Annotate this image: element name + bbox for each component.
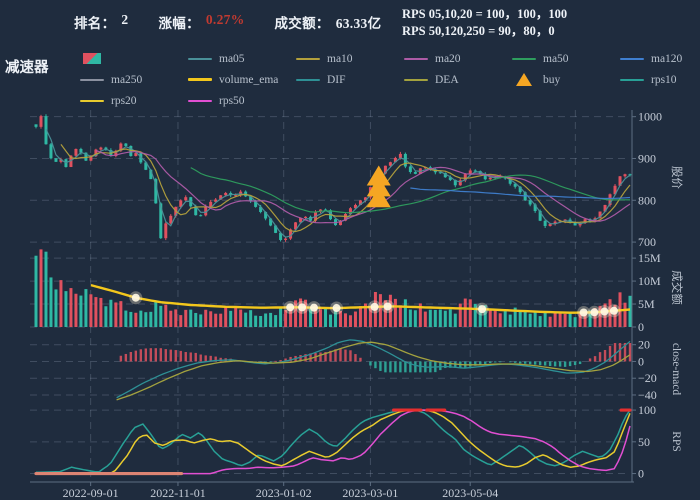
line-swatch-icon <box>620 57 644 60</box>
line-swatch-icon <box>404 57 428 60</box>
rps-summary-line2: RPS 50,120,250 = 90，80，0 <box>402 24 555 38</box>
legend-item-DEA: DEA <box>404 71 512 88</box>
legend-item-candlestick <box>80 50 188 67</box>
svg-text:2023-03-01: 2023-03-01 <box>342 486 398 500</box>
line-swatch-icon <box>188 78 212 81</box>
stock-name: 减速器 <box>5 60 49 76</box>
legend-label: volume_ema <box>219 73 279 86</box>
change-stat: 涨幅： 0.27% <box>158 12 244 32</box>
legend-item-rps50: rps50 <box>188 92 296 109</box>
turnover-value: 63.33亿 <box>335 16 382 31</box>
line-swatch-icon <box>296 57 320 60</box>
legend: ma05 ma10 ma20 ma50 ma120 ma250 volume_ema DIF D… <box>80 50 700 109</box>
turnover-label: 成交额： <box>274 16 330 31</box>
legend-label: ma50 <box>543 52 569 65</box>
svg-text:0: 0 <box>638 320 644 334</box>
svg-text:700: 700 <box>638 235 656 249</box>
legend-label: DIF <box>327 73 346 86</box>
legend-item-buy: buy <box>512 71 620 88</box>
line-swatch-icon <box>620 78 644 81</box>
legend-label: ma10 <box>327 52 353 65</box>
rps-summary: RPS 05,10,20 = 100，100，100 RPS 50,120,25… <box>402 6 567 40</box>
legend-item-rps20: rps20 <box>80 92 188 109</box>
svg-text:close-macd: close-macd <box>670 343 682 396</box>
svg-text:−40: −40 <box>638 388 657 402</box>
legend-label: rps50 <box>219 94 245 107</box>
svg-text:2022-09-01: 2022-09-01 <box>63 486 119 500</box>
legend-item-DIF: DIF <box>296 71 404 88</box>
change-value: 0.27% <box>205 12 245 27</box>
svg-text:2023-05-04: 2023-05-04 <box>442 486 498 500</box>
svg-text:900: 900 <box>638 151 656 165</box>
svg-text:0: 0 <box>638 354 644 368</box>
legend-item-ma10: ma10 <box>296 50 404 67</box>
svg-text:100: 100 <box>638 403 656 417</box>
legend-item-rps10: rps10 <box>620 71 700 88</box>
svg-text:10M: 10M <box>638 274 661 288</box>
svg-text:−20: −20 <box>638 371 657 385</box>
legend-label: ma250 <box>111 73 143 86</box>
legend-item-ma20: ma20 <box>404 50 512 67</box>
legend-label: rps10 <box>651 73 677 86</box>
svg-text:2022-11-01: 2022-11-01 <box>150 486 206 500</box>
svg-text:成交额: 成交额 <box>670 270 684 305</box>
svg-text:1000: 1000 <box>638 110 662 124</box>
header-stats: 排名： 2 涨幅： 0.27% 成交额： 63.33亿 <box>74 12 381 32</box>
change-label: 涨幅： <box>158 16 200 31</box>
line-swatch-icon <box>296 78 320 81</box>
legend-item-ma05: ma05 <box>188 50 296 67</box>
line-swatch-icon <box>404 78 428 81</box>
svg-text:800: 800 <box>638 193 656 207</box>
svg-text:RPS: RPS <box>670 431 682 451</box>
line-swatch-icon <box>80 99 104 102</box>
rank-label: 排名： <box>74 16 116 31</box>
rank-value: 2 <box>121 12 129 27</box>
legend-item-ma50: ma50 <box>512 50 620 67</box>
rps-summary-line1: RPS 05,10,20 = 100，100，100 <box>402 7 568 21</box>
svg-text:2023-01-02: 2023-01-02 <box>256 486 312 500</box>
line-swatch-icon <box>512 57 536 60</box>
legend-label: ma05 <box>219 52 245 65</box>
line-swatch-icon <box>80 78 104 81</box>
legend-label: rps20 <box>111 94 137 107</box>
svg-text:15M: 15M <box>638 251 661 265</box>
candlestick-icon <box>80 53 104 64</box>
svg-text:50: 50 <box>638 435 650 449</box>
legend-label: DEA <box>435 73 459 86</box>
svg-text:股价: 股价 <box>670 166 683 189</box>
buy-triangle-icon <box>512 73 536 86</box>
rank-stat: 排名： 2 <box>74 12 128 32</box>
legend-label: buy <box>543 73 561 86</box>
svg-text:20: 20 <box>638 338 650 352</box>
svg-text:0: 0 <box>638 467 644 481</box>
legend-item-volume_ema: volume_ema <box>188 71 296 88</box>
line-swatch-icon <box>188 57 212 60</box>
legend-label: ma20 <box>435 52 461 65</box>
legend-item-ma250: ma250 <box>80 71 188 88</box>
line-swatch-icon <box>188 99 212 102</box>
legend-label: ma120 <box>651 52 683 65</box>
turnover-stat: 成交额： 63.33亿 <box>275 12 382 32</box>
svg-text:5M: 5M <box>638 297 655 311</box>
legend-item-ma120: ma120 <box>620 50 700 67</box>
